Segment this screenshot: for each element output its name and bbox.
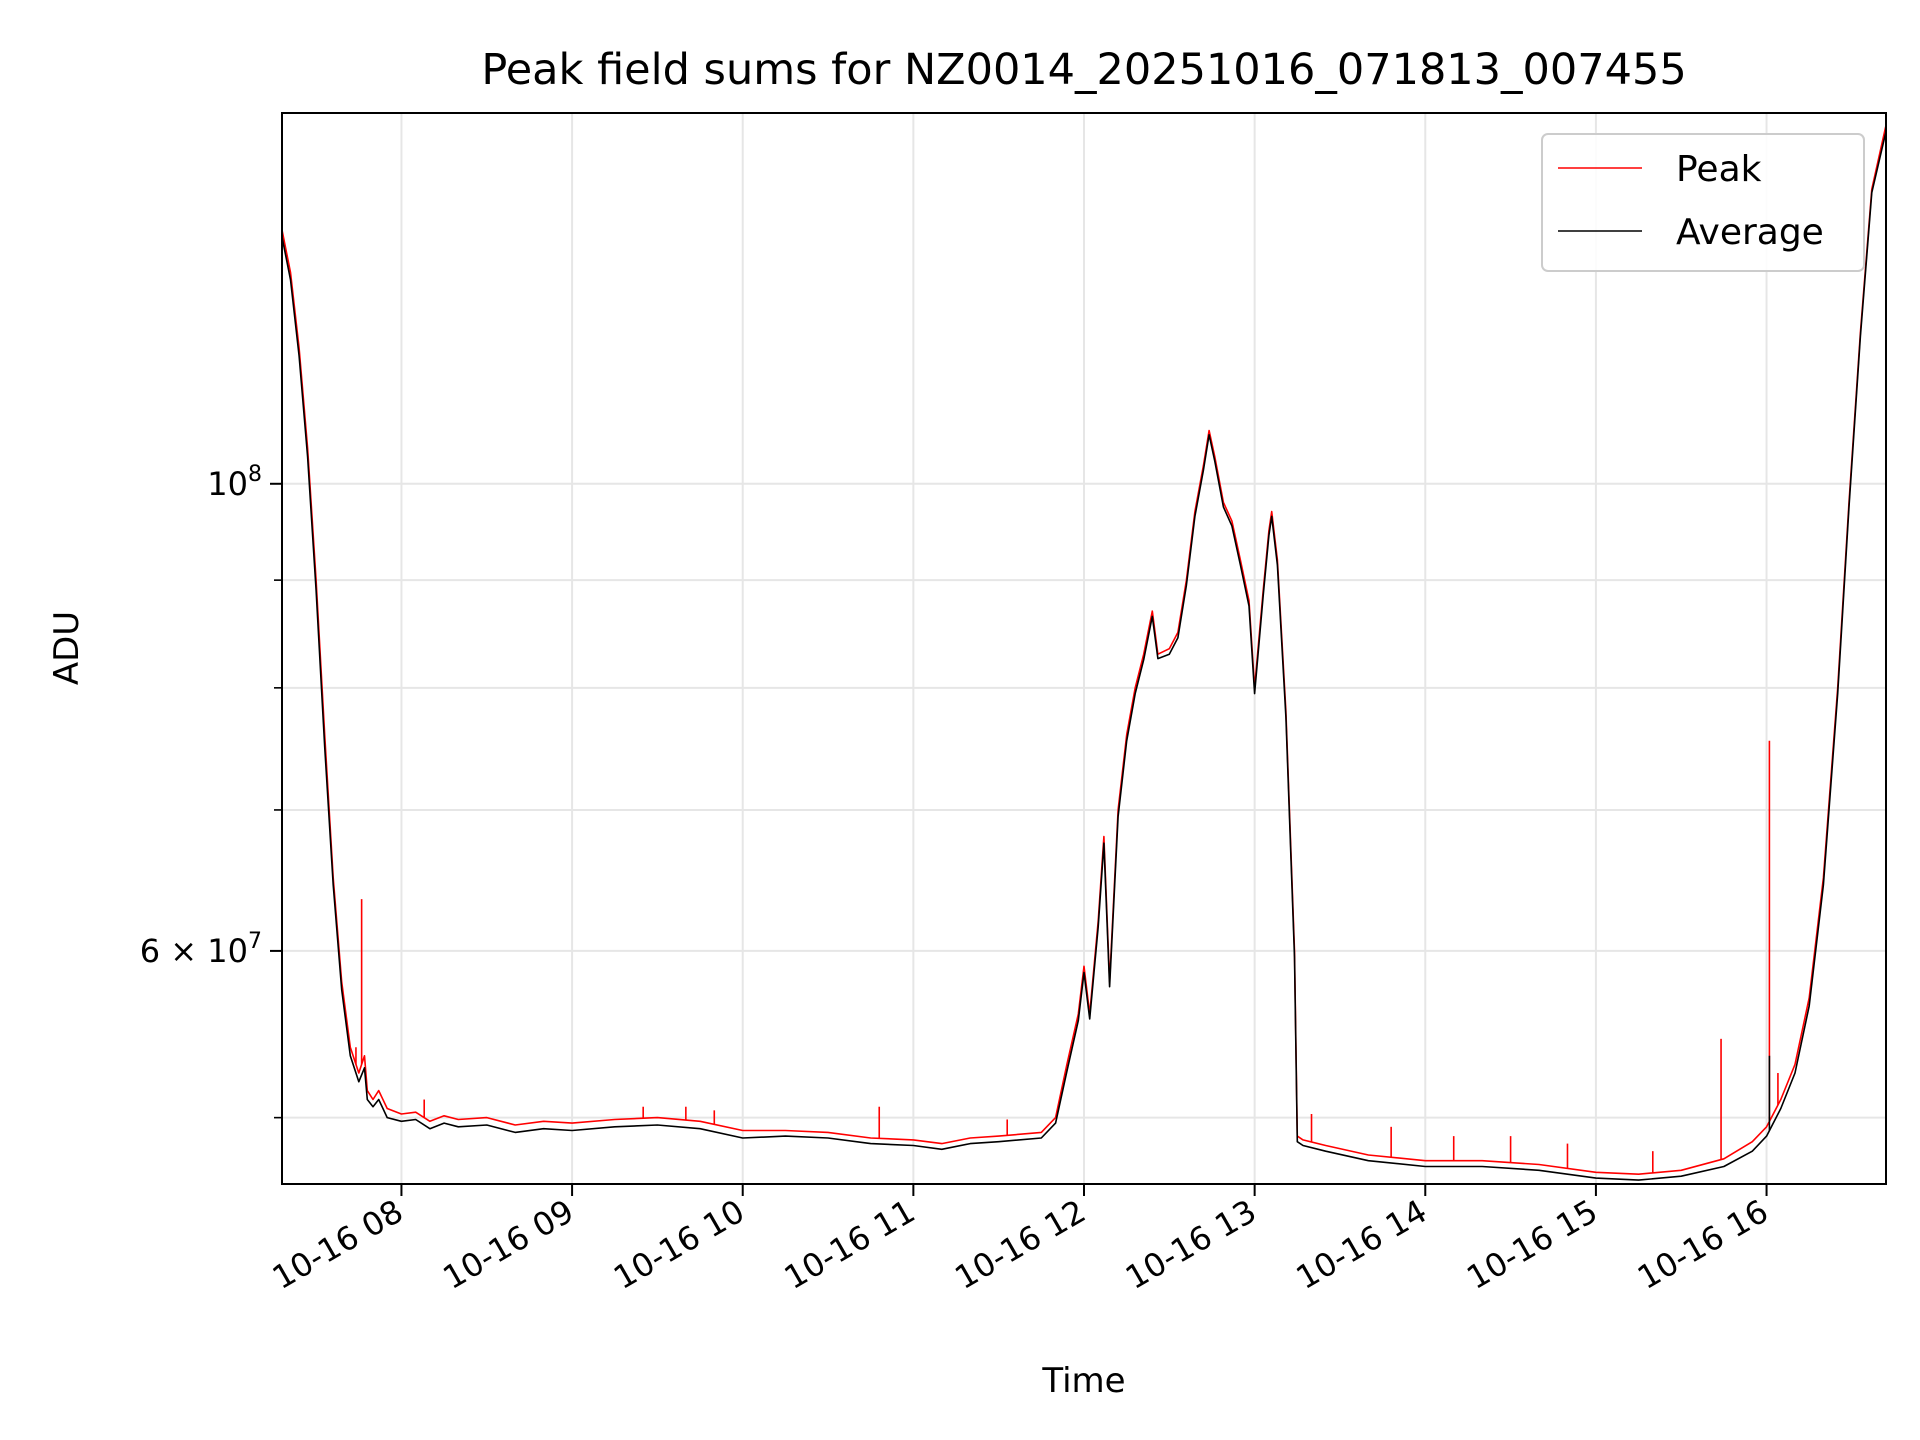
x-axis-label: Time (1041, 1361, 1125, 1401)
legend-average-label: Average (1676, 212, 1824, 253)
plot-series (281, 125, 1887, 1181)
chart-title: Peak field sums for NZ0014_20251016_0718… (481, 45, 1686, 95)
legend: Peak Average (1541, 133, 1865, 272)
y-axis-label: ADU (47, 611, 87, 685)
y-tick-label: 108 (207, 462, 262, 503)
series-line-average (281, 131, 1887, 1181)
grid (282, 113, 1886, 1184)
legend-peak-label: Peak (1676, 149, 1762, 190)
y-axis: 108 6 × 107 (140, 462, 282, 1119)
y-tick-label: 6 × 107 (140, 929, 262, 970)
